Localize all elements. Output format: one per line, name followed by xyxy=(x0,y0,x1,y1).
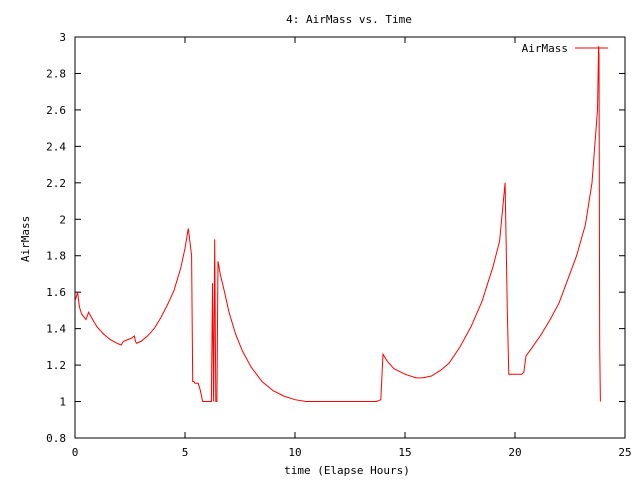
legend: AirMass xyxy=(522,42,608,55)
y-tick-label: 0.8 xyxy=(46,432,66,445)
x-axis: 0 5 10 15 20 25 xyxy=(72,37,632,459)
chart-title: 4: AirMass vs. Time xyxy=(286,13,412,26)
legend-label: AirMass xyxy=(522,42,568,55)
y-tick-label: 2.2 xyxy=(46,177,66,190)
x-tick-label: 25 xyxy=(618,446,631,459)
y-tick-label: 1.8 xyxy=(46,250,66,263)
y-tick-label: 2.6 xyxy=(46,104,66,117)
y-tick-label: 3 xyxy=(59,31,66,44)
y-tick-label: 1.6 xyxy=(46,286,66,299)
x-tick-label: 20 xyxy=(508,446,521,459)
y-axis: 0.8 1 1.2 1.4 1.6 1.8 2 2.2 2.4 2.6 2.8 3 xyxy=(46,31,625,445)
x-axis-label: time (Elapse Hours) xyxy=(284,464,410,477)
x-tick-label: 5 xyxy=(182,446,189,459)
x-tick-label: 15 xyxy=(398,446,411,459)
y-tick-label: 1 xyxy=(59,396,66,409)
x-tick-label: 10 xyxy=(288,446,301,459)
series-line-airmass xyxy=(74,46,601,402)
y-axis-label: AirMass xyxy=(19,216,32,262)
x-tick-label: 0 xyxy=(72,446,79,459)
y-tick-label: 1.4 xyxy=(46,323,66,336)
series-layer xyxy=(74,46,601,402)
y-tick-label: 1.2 xyxy=(46,359,66,372)
plot-area-border xyxy=(74,36,626,439)
y-tick-label: 2.4 xyxy=(46,140,66,153)
y-tick-label: 2.8 xyxy=(46,67,66,80)
y-tick-label: 2 xyxy=(59,213,66,226)
